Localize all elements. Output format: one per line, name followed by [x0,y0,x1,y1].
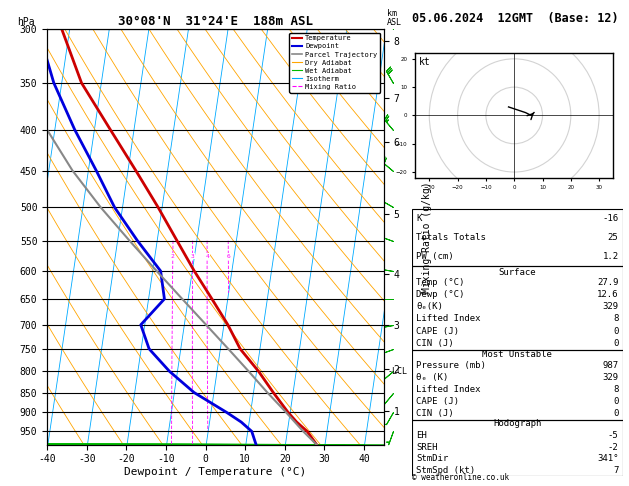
Text: hPa: hPa [17,17,35,27]
Text: Mixing Ratio (g/kg): Mixing Ratio (g/kg) [423,181,432,293]
Text: km
ASL: km ASL [387,9,402,27]
Text: StmDir: StmDir [416,454,448,463]
Text: Lifted Index: Lifted Index [416,314,481,323]
Legend: Temperature, Dewpoint, Parcel Trajectory, Dry Adiabat, Wet Adiabat, Isotherm, Mi: Temperature, Dewpoint, Parcel Trajectory… [289,33,380,93]
Text: 27.9: 27.9 [597,278,618,287]
Text: CAPE (J): CAPE (J) [416,327,459,336]
Text: CIN (J): CIN (J) [416,409,454,418]
Text: 0: 0 [613,327,618,336]
Text: © weatheronline.co.uk: © weatheronline.co.uk [412,473,509,482]
Text: 3: 3 [191,254,194,259]
Text: 341°: 341° [597,454,618,463]
Text: -LCL: -LCL [387,367,407,376]
Text: 8: 8 [613,314,618,323]
Text: 2: 2 [171,254,175,259]
Text: 0: 0 [613,339,618,348]
Text: -16: -16 [603,214,618,223]
Text: 7: 7 [613,466,618,475]
Text: 05.06.2024  12GMT  (Base: 12): 05.06.2024 12GMT (Base: 12) [412,12,618,25]
Text: 12.6: 12.6 [597,290,618,299]
Text: CIN (J): CIN (J) [416,339,454,348]
Text: 0: 0 [613,409,618,418]
Text: -2: -2 [608,443,618,452]
Text: -5: -5 [608,431,618,440]
Bar [412,349,623,419]
Text: Dewp (°C): Dewp (°C) [416,290,465,299]
Text: 329: 329 [603,302,618,311]
Text: Surface: Surface [499,268,536,277]
Text: PW (cm): PW (cm) [416,252,454,261]
Text: Totals Totals: Totals Totals [416,233,486,242]
Text: StmSpd (kt): StmSpd (kt) [416,466,476,475]
Text: K: K [416,214,421,223]
Text: θₑ(K): θₑ(K) [416,302,443,311]
Text: θₑ (K): θₑ (K) [416,373,448,382]
Bar [412,419,623,476]
Text: Temp (°C): Temp (°C) [416,278,465,287]
Text: 6: 6 [226,254,230,259]
Text: Pressure (mb): Pressure (mb) [416,361,486,370]
Text: Most Unstable: Most Unstable [482,350,552,359]
Text: Lifted Index: Lifted Index [416,385,481,394]
Text: kt: kt [419,57,431,67]
Text: 4: 4 [205,254,209,259]
Text: 987: 987 [603,361,618,370]
Text: SREH: SREH [416,443,438,452]
Text: 0: 0 [613,397,618,406]
Text: EH: EH [416,431,427,440]
Text: 329: 329 [603,373,618,382]
Text: 25: 25 [608,233,618,242]
X-axis label: Dewpoint / Temperature (°C): Dewpoint / Temperature (°C) [125,467,306,477]
Text: 1.2: 1.2 [603,252,618,261]
Text: Hodograph: Hodograph [493,419,542,428]
Text: 8: 8 [613,385,618,394]
Bar [412,266,623,349]
Bar [412,209,623,266]
Title: 30°08'N  31°24'E  188m ASL: 30°08'N 31°24'E 188m ASL [118,15,313,28]
Text: CAPE (J): CAPE (J) [416,397,459,406]
